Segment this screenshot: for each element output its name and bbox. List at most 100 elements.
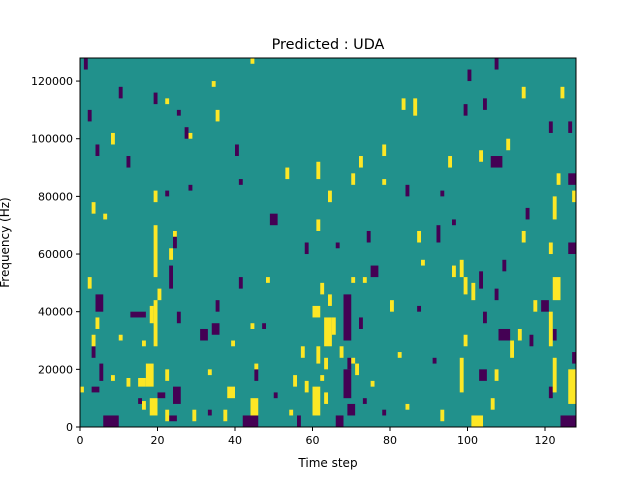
heatmap-cell-high [413, 98, 418, 116]
heatmap-cell-low [382, 409, 387, 416]
heatmap-cell-high [231, 340, 236, 347]
heatmap-cell-low [440, 190, 445, 197]
plot-frame [79, 57, 577, 428]
heatmap-cell-high [370, 380, 375, 387]
heatmap-cell-low [529, 334, 534, 347]
heatmap-cell-low [103, 415, 119, 427]
heatmap-cell-low [235, 144, 239, 157]
heatmap-cell-low [153, 92, 158, 105]
heatmap-cell-high [254, 363, 259, 370]
heatmap-cell-low [118, 86, 123, 99]
heatmap-cell-high [320, 375, 325, 381]
heatmap-cell-high [417, 230, 422, 243]
heatmap-cell-high [490, 398, 495, 410]
heatmap-cell-high [250, 58, 255, 64]
heatmap-cell-low [304, 242, 309, 255]
heatmap-cell-high [285, 167, 290, 180]
heatmap-cell-low [297, 415, 301, 427]
heatmap-cell-high [560, 86, 565, 99]
heatmap-cell-low [95, 144, 100, 157]
x-tick-label: 60 [306, 434, 320, 447]
heatmap-cell-low [370, 265, 379, 278]
heatmap-cell-high [331, 317, 336, 335]
heatmap-cell-high [548, 242, 553, 255]
heatmap-cell-low [552, 328, 557, 341]
heatmap-cell-high [87, 277, 92, 289]
heatmap-cell-high [211, 81, 216, 87]
y-axis-label: Frequency (Hz) [0, 197, 12, 288]
heatmap-cell-high [382, 144, 387, 157]
heatmap-cell-high [506, 138, 511, 151]
heatmap-cell-high [138, 377, 146, 387]
plot-area [80, 58, 577, 427]
x-tick-label: 40 [228, 434, 242, 447]
heatmap-cell-low [452, 219, 456, 226]
heatmap-cell-low [215, 300, 220, 312]
heatmap-cell-high [517, 328, 522, 341]
heatmap-cell-high [316, 219, 321, 231]
heatmap-cell-high [548, 311, 553, 347]
heatmap-cell-low [91, 346, 96, 358]
y-tick-label: 20000 [38, 363, 73, 376]
heatmap-cell-low [463, 104, 468, 116]
heatmap-cell-high [103, 213, 108, 220]
heatmap-cell-high [382, 179, 387, 185]
heatmap-cell-low [541, 300, 549, 312]
heatmap-cell-high [142, 340, 146, 347]
heatmap-cell-low [335, 415, 344, 427]
heatmap-cell-high [405, 403, 410, 410]
heatmap-cell-low [238, 179, 243, 185]
x-tick-label: 100 [457, 434, 478, 447]
heatmap-cell-low [483, 98, 487, 110]
heatmap-cell-high [533, 300, 538, 312]
heatmap-cell-low [87, 109, 92, 122]
heatmap-cell-high [459, 259, 464, 278]
heatmap-cell-high [324, 357, 329, 370]
x-tick-label: 0 [77, 434, 84, 447]
heatmap-cell-high [351, 173, 356, 185]
heatmap-cell-low [262, 323, 267, 329]
heatmap-cell-low [359, 317, 363, 329]
heatmap-cell-high [471, 282, 476, 301]
heatmap-cell-high [145, 363, 154, 387]
heatmap-cell-high [316, 346, 321, 364]
heatmap-cell-low [362, 398, 367, 404]
heatmap-cell-low [83, 58, 88, 70]
heatmap-cell-low [568, 121, 573, 133]
heatmap-cell-high [328, 190, 332, 203]
heatmap-cell-high [328, 294, 332, 306]
heatmap-cell-high [266, 277, 270, 283]
heatmap-cell-low [126, 156, 131, 168]
heatmap-cell-low [483, 311, 487, 324]
heatmap-cell-high [153, 300, 158, 347]
heatmap-cell-high [215, 109, 220, 122]
heatmap-cell-high [91, 334, 96, 347]
heatmap-cell-high [157, 288, 162, 301]
heatmap-cell-low [548, 386, 553, 399]
heatmap-cell-high [390, 300, 394, 312]
heatmap-cell-high [572, 190, 577, 203]
heatmap-cell-high [149, 398, 158, 416]
heatmap-cell-low [165, 190, 170, 197]
x-tick-label: 80 [383, 434, 397, 447]
heatmap-cell-high [320, 282, 325, 295]
heatmap-cell-high [324, 392, 329, 404]
heatmap-cell-low [211, 323, 220, 335]
heatmap-cell-low [273, 392, 278, 399]
heatmap-cell-high [339, 346, 344, 358]
heatmap-cell-high [324, 317, 332, 347]
heatmap-cell-high [304, 380, 309, 393]
heatmap-cell-high [250, 398, 259, 416]
heatmap-cell-low [95, 294, 104, 312]
x-axis-label: Time step [297, 456, 357, 470]
heatmap-cell-low [479, 369, 487, 381]
heatmap-cell-low [176, 109, 181, 116]
heatmap-cell-low [502, 259, 507, 272]
y-tick-label: 60000 [38, 248, 73, 261]
heatmap-cell-low [173, 230, 177, 249]
heatmap-cell-high [227, 386, 235, 399]
heatmap-cell-high [359, 156, 363, 168]
heatmap-cell-high [153, 225, 158, 278]
heatmap-cell-high [463, 334, 468, 347]
heatmap-cell-high [165, 98, 170, 105]
